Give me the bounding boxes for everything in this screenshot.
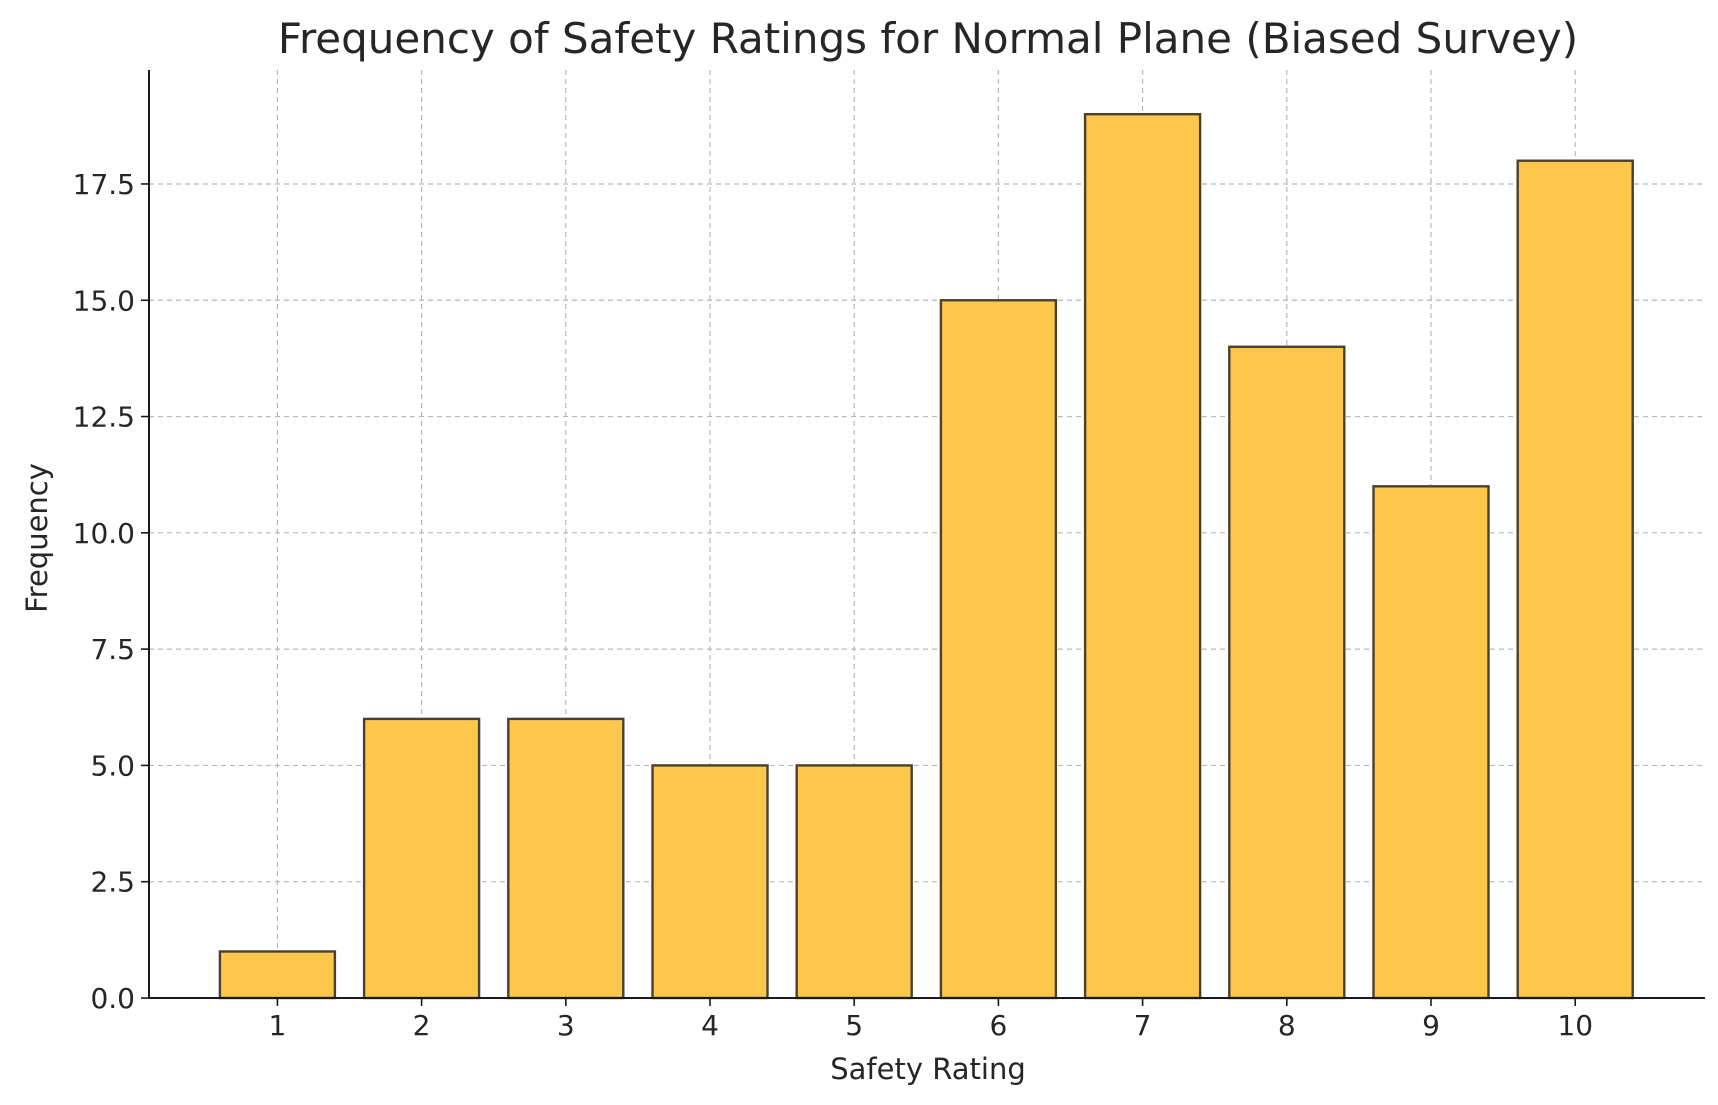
bars [218,112,1634,1000]
y-tick-label: 10.0 [73,517,135,550]
x-tick-label: 7 [1134,1009,1152,1042]
bar-8 [1228,345,1346,1000]
x-tick-label: 3 [557,1009,575,1042]
x-tick-label: 2 [413,1009,431,1042]
y-tick-label: 17.5 [73,168,135,201]
bar-4 [651,764,769,1000]
bar-2 [362,717,481,1000]
tick-labels: 0.0 2.5 5.0 7.5 10.0 12.5 15.0 17.5 1 2 3 4 5 6 7 8 9 10 [73,168,1593,1042]
x-tick-label: 4 [701,1009,719,1042]
x-axis-label: Safety Rating [830,1052,1025,1086]
x-tick-label: 6 [989,1009,1007,1042]
bar-6 [939,299,1058,1000]
y-tick-label: 15.0 [73,284,135,317]
x-tick-label: 5 [845,1009,863,1042]
chart-title: Frequency of Safety Ratings for Normal P… [278,14,1578,63]
y-tick-label: 0.0 [90,982,135,1015]
bar-1 [218,950,337,1000]
bar-9 [1372,485,1490,1000]
y-tick-label: 2.5 [90,866,135,899]
x-tick-label: 9 [1422,1009,1440,1042]
y-axis-label: Frequency [20,463,54,613]
bar-7 [1083,112,1202,1000]
y-tick-label: 7.5 [90,633,135,666]
y-tick-label: 12.5 [73,401,135,434]
x-tick-label: 10 [1557,1009,1593,1042]
x-tick-label: 8 [1278,1009,1296,1042]
bar-3 [507,717,625,1000]
x-tick-label: 1 [268,1009,286,1042]
y-tick-label: 5.0 [90,749,135,782]
bar-10 [1516,159,1634,1000]
axes [141,70,1705,1006]
bar-5 [795,764,913,1000]
